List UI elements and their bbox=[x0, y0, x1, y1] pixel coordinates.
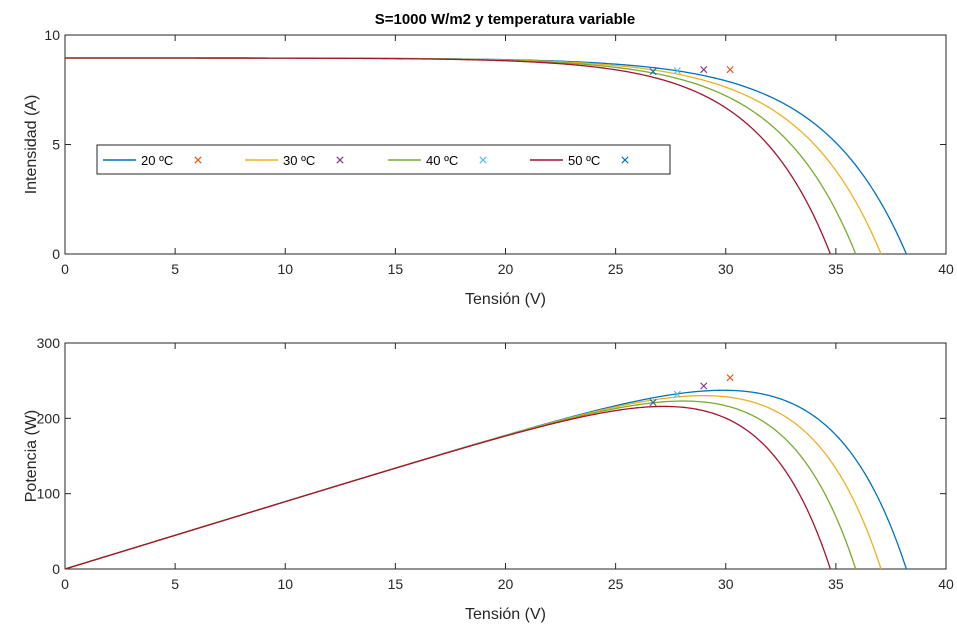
current-x-tick-label: 35 bbox=[828, 261, 844, 277]
legend-marker-swatch bbox=[336, 156, 344, 164]
power-x-tick-label: 20 bbox=[498, 576, 514, 592]
current-voltage-axes: S=1000 W/m2 y temperatura variable 0 5 10 1… bbox=[23, 11, 954, 308]
power-mpp-point bbox=[726, 374, 734, 382]
power-x-tick-label: 30 bbox=[718, 576, 734, 592]
current-mpp-point bbox=[700, 66, 708, 74]
legend-entry-label: 40 ºC bbox=[426, 153, 458, 168]
current-y-tick-label: 0 bbox=[52, 246, 60, 262]
power-x-tick-label: 25 bbox=[608, 576, 624, 592]
current-y-ticks: 0 5 10 bbox=[44, 27, 946, 262]
power-y-axis-label: Potencia (W) bbox=[23, 410, 40, 502]
power-mpp-point bbox=[649, 398, 657, 407]
current-series-line bbox=[65, 57, 831, 255]
current-x-tick-label: 20 bbox=[498, 261, 514, 277]
current-mpp-point bbox=[673, 67, 681, 75]
current-mpp-point bbox=[726, 66, 734, 74]
legend-marker-swatch bbox=[621, 156, 629, 164]
legend-entry-label: 20 ºC bbox=[141, 153, 173, 168]
current-x-tick-label: 25 bbox=[608, 261, 624, 277]
current-x-tick-label: 10 bbox=[277, 261, 293, 277]
power-x-ticks: 0 5 10 15 20 25 30 35 40 bbox=[61, 343, 954, 592]
current-x-ticks: 0 5 10 15 20 25 30 35 40 bbox=[61, 35, 954, 277]
power-x-axis-label: Tensión (V) bbox=[465, 606, 546, 623]
power-y-tick-label: 300 bbox=[37, 335, 61, 351]
power-plot-area bbox=[64, 342, 947, 570]
power-curves bbox=[64, 389, 907, 570]
current-y-tick-label: 10 bbox=[44, 27, 60, 43]
power-x-tick-label: 15 bbox=[388, 576, 404, 592]
current-x-tick-label: 30 bbox=[718, 261, 734, 277]
power-y-tick-label: 100 bbox=[37, 486, 61, 502]
power-y-tick-label: 200 bbox=[37, 410, 61, 426]
legend-box bbox=[96, 144, 671, 175]
power-y-tick-label: 0 bbox=[52, 561, 60, 577]
current-x-tick-label: 15 bbox=[388, 261, 404, 277]
legend-marker-swatch bbox=[479, 156, 487, 164]
chart-title: S=1000 W/m2 y temperatura variable bbox=[375, 11, 636, 28]
current-x-tick-label: 0 bbox=[61, 261, 69, 277]
current-mpp-point bbox=[649, 67, 657, 76]
current-x-axis-label: Tensión (V) bbox=[465, 291, 546, 308]
legend-marker-swatch bbox=[194, 156, 202, 164]
power-x-tick-label: 35 bbox=[828, 576, 844, 592]
power-mpp-markers bbox=[649, 374, 734, 407]
current-y-tick-label: 5 bbox=[52, 137, 60, 153]
legend: 20 ºC 30 ºC 40 ºC 50 ºC bbox=[96, 144, 671, 175]
current-x-tick-label: 5 bbox=[171, 261, 179, 277]
power-x-tick-label: 0 bbox=[61, 576, 69, 592]
current-curves bbox=[65, 57, 907, 255]
current-y-axis-label: Intensidad (A) bbox=[23, 95, 40, 195]
power-x-tick-label: 5 bbox=[171, 576, 179, 592]
current-x-tick-label: 40 bbox=[938, 261, 954, 277]
legend-entry-label: 30 ºC bbox=[283, 153, 315, 168]
current-mpp-markers bbox=[649, 66, 734, 76]
power-x-tick-label: 40 bbox=[938, 576, 954, 592]
power-mpp-point bbox=[700, 382, 708, 390]
power-y-ticks: 0 100 200 300 bbox=[37, 335, 946, 577]
power-series-line bbox=[64, 405, 831, 570]
power-mpp-point bbox=[673, 390, 681, 398]
legend-entry-label: 50 ºC bbox=[568, 153, 600, 168]
power-x-tick-label: 10 bbox=[277, 576, 293, 592]
